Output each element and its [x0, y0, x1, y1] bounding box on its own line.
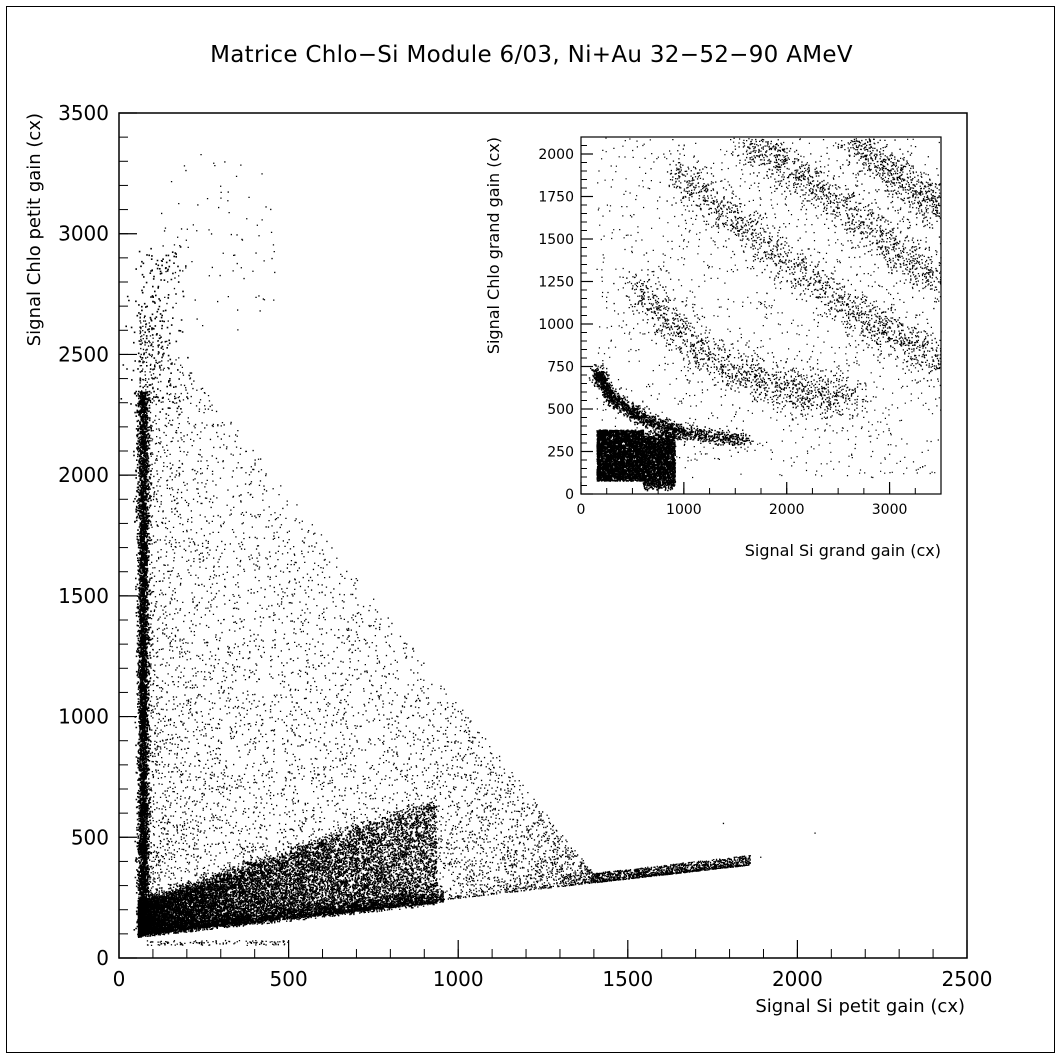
main-x-tick-label: 2000	[772, 967, 823, 991]
main-low-outlier-points	[146, 939, 289, 946]
inset-x-tick-label: 2000	[769, 502, 805, 518]
main-y-axis-label: Signal Chlo petit gain (cx)	[24, 113, 45, 346]
inset-y-tick-label: 750	[547, 360, 574, 376]
chart-title: Matrice Chlo−Si Module 6/03, Ni+Au 32−52…	[210, 42, 853, 68]
inset-y-tick-label: 500	[547, 402, 574, 418]
inset-y-tick-label: 2000	[538, 147, 574, 163]
inset-y-axis-label: Signal Chlo grand gain (cx)	[484, 137, 503, 354]
main-axis-ticks: 0 500 1000 1500 2000 250005001000150020002500…	[58, 101, 992, 991]
inset-y-tick-label: 0	[565, 487, 574, 503]
inset-y-tick-label: 1750	[538, 190, 574, 206]
inset-y-tick-label: 1500	[538, 232, 574, 248]
inset-dense-block-points	[596, 429, 677, 492]
main-plot-frame	[118, 112, 968, 959]
main-x-tick-label: 2500	[942, 967, 993, 991]
main-scatter-points	[120, 154, 816, 946]
main-y-tick-label: 1500	[58, 584, 109, 608]
main-y-tick-label: 3500	[58, 101, 109, 125]
inset-x-tick-label: 1000	[666, 502, 702, 518]
main-x-tick-label: 0	[113, 967, 126, 991]
main-y-tick-label: 2000	[58, 463, 109, 487]
inset-x-tick-label: 0	[577, 502, 586, 518]
main-y-tick-label: 2500	[58, 342, 109, 366]
main-y-tick-label: 3000	[58, 222, 109, 246]
inset-x-tick-label: 3000	[872, 502, 908, 518]
inset-y-tick-label: 1250	[538, 275, 574, 291]
main-x-tick-label: 1000	[433, 967, 484, 991]
main-y-tick-label: 0	[96, 946, 109, 970]
inset-scatter-points	[588, 137, 942, 492]
main-x-axis-label: Signal Si petit gain (cx)	[755, 996, 965, 1017]
inset-band-4-points	[822, 138, 941, 238]
inset-y-tick-label: 1000	[538, 317, 574, 333]
inset-axis-ticks: 0 1000 2000 3000 0 250 500 750 1000 1250 1500 1750 2…	[538, 136, 942, 518]
main-vertical-band-points	[120, 246, 189, 936]
inset-x-axis-label: Signal Si grand gain (cx)	[745, 541, 941, 560]
main-x-tick-label: 500	[270, 967, 308, 991]
inset-band-3-points	[730, 138, 942, 310]
main-y-tick-label: 500	[71, 825, 109, 849]
inset-hyperbolic-line-points	[588, 363, 754, 453]
main-dense-base-points	[137, 795, 445, 938]
figure-frame	[6, 6, 1055, 1053]
main-x-tick-label: 1500	[602, 967, 653, 991]
inset-background-points	[596, 137, 942, 479]
main-y-tick-label: 1000	[58, 705, 109, 729]
inset-y-tick-label: 250	[547, 445, 574, 461]
